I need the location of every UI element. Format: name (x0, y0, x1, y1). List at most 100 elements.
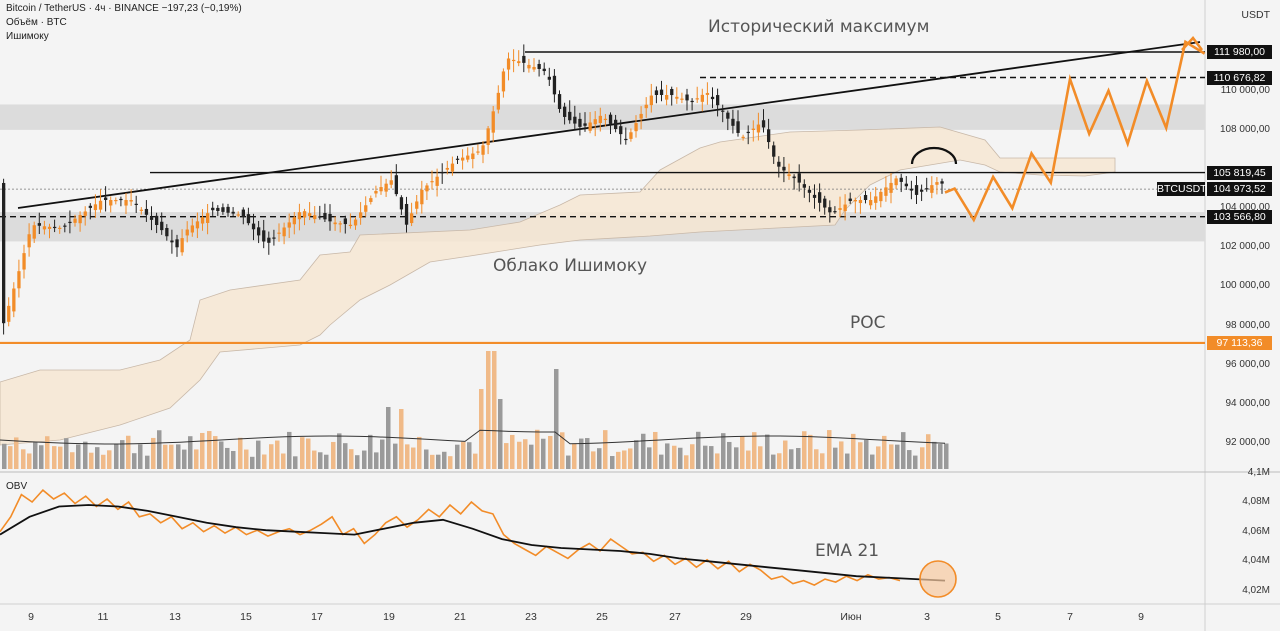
volume-bar (882, 435, 887, 469)
volume-bar (926, 434, 931, 469)
candle-body (98, 200, 103, 210)
volume-bar (225, 447, 230, 469)
time-tick-label: 21 (454, 611, 466, 623)
cloud-annotation: Облако Ишимоку (493, 256, 648, 276)
candle-body (624, 138, 628, 141)
candle-body (608, 114, 613, 124)
price-tick-label: 108 000,00 (1219, 123, 1270, 135)
currency-label[interactable]: USDT (1241, 9, 1270, 21)
time-tick-label: 17 (311, 611, 323, 623)
volume-bar (169, 444, 174, 469)
candle-body (318, 216, 322, 218)
volume-bar (411, 447, 416, 469)
candle-body (83, 211, 87, 216)
candle-body (848, 198, 852, 201)
volume-bar (721, 433, 726, 469)
volume-bar (597, 448, 602, 469)
candle-body (542, 68, 546, 72)
volume-bar (616, 451, 621, 469)
volume-bar (634, 440, 639, 469)
obv-tick-label: 4,08M (1242, 496, 1270, 507)
volume-bar (244, 449, 249, 469)
volume-bar (864, 439, 869, 469)
candle-body (455, 158, 460, 160)
volume-bar (52, 446, 57, 469)
volume-bar (765, 434, 770, 469)
projection-path (944, 39, 1206, 223)
volume-bar (752, 432, 757, 469)
candle-body (471, 153, 475, 160)
obv-indicator-label: OBV (6, 481, 28, 492)
volume-bar (213, 436, 218, 469)
volume-bar (628, 448, 633, 469)
time-tick-label: Июн (840, 611, 862, 623)
candle-body (547, 76, 551, 80)
volume-bar (132, 453, 137, 469)
candle-body (869, 200, 873, 206)
candle-body (353, 219, 358, 226)
volume-bar (517, 441, 522, 469)
volume-bar (448, 456, 453, 469)
candle-body (537, 63, 541, 69)
time-tick-label: 19 (383, 611, 395, 623)
candle-body (593, 119, 597, 125)
candle-body (721, 110, 725, 112)
volume-bar (510, 434, 515, 469)
candle-body (920, 189, 924, 192)
time-tick-label: 7 (1067, 611, 1073, 623)
candle-body (12, 288, 16, 312)
candle-body (200, 217, 205, 224)
volume-bar (802, 431, 807, 469)
candle-body (175, 239, 179, 248)
candle-body (246, 214, 251, 224)
candle-body (267, 237, 271, 243)
volume-bar (777, 453, 782, 469)
candle-body (751, 128, 755, 131)
volume-bar (479, 389, 484, 469)
candle-body (124, 200, 128, 206)
candle-body (308, 213, 312, 217)
volume-bar (101, 454, 106, 469)
volume-bar (523, 439, 528, 469)
candle-body (491, 111, 495, 133)
candle-body (277, 232, 281, 234)
candle-body (685, 94, 689, 101)
candle-body (930, 185, 934, 193)
candle-body (236, 214, 240, 216)
candle-body (563, 106, 567, 117)
candle-body (2, 182, 6, 324)
price-tick-label: 92 000,00 (1225, 437, 1271, 448)
volume-bar (789, 449, 794, 469)
candle-body (211, 207, 215, 211)
volume-bar (734, 447, 739, 469)
volume-bar (455, 444, 460, 469)
candle-body (568, 111, 572, 121)
candle-body (410, 213, 414, 224)
candle-body (583, 123, 587, 126)
volume-bar (293, 456, 298, 469)
volume-bar (436, 454, 441, 469)
candle-body (675, 96, 679, 99)
volume-bar (262, 454, 267, 469)
candle-body (384, 183, 388, 192)
volume-bar (368, 434, 373, 469)
volume-bar (467, 442, 472, 469)
candle-body (374, 190, 378, 194)
candle-body (802, 184, 806, 188)
candle-body (379, 187, 383, 192)
volume-bar (269, 444, 274, 469)
candle-body (394, 175, 398, 195)
volume-bar (39, 445, 44, 469)
candle-body (741, 136, 745, 138)
candle-body (578, 118, 582, 127)
volume-bar (814, 449, 819, 469)
price-tick-label: 102 000,00 (1219, 241, 1270, 253)
time-tick-label: 11 (97, 611, 109, 623)
volume-bar (529, 444, 534, 469)
volume-bar (349, 449, 354, 469)
candle-body (292, 217, 296, 225)
candle-body (603, 118, 608, 121)
volume-bar (207, 431, 212, 469)
